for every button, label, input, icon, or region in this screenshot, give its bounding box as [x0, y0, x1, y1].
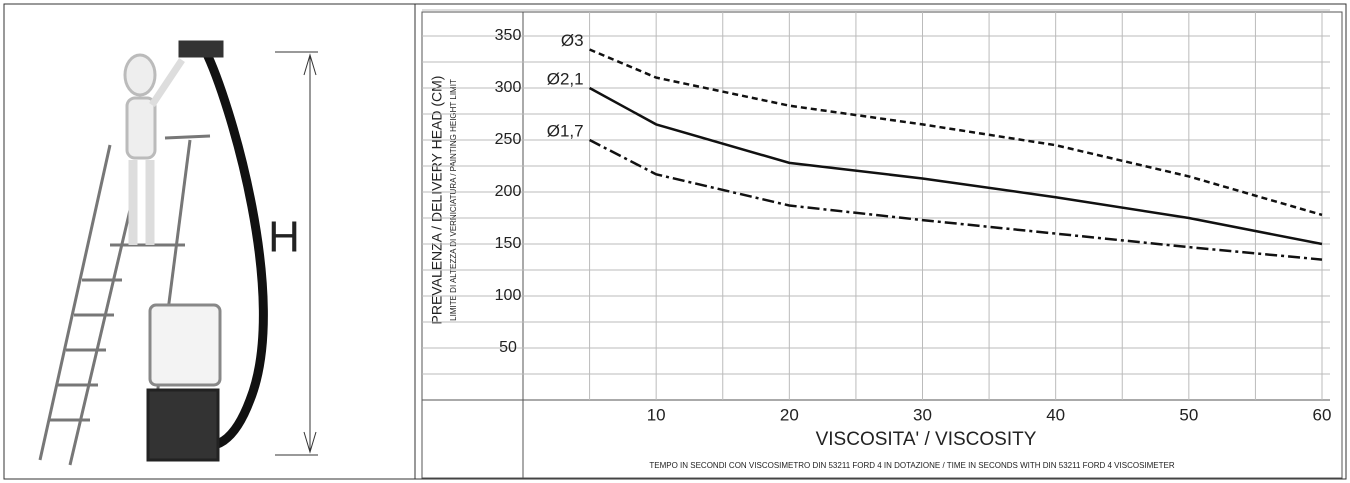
y-tick-label: 200 — [495, 183, 522, 200]
ladder-tray — [164, 134, 211, 140]
y-tick-label: 100 — [495, 287, 522, 304]
dim-arrows — [303, 53, 317, 454]
figure-arm — [149, 58, 185, 107]
frame — [3, 3, 1347, 480]
x-tick-label: 60 — [1313, 405, 1332, 424]
illustration — [38, 40, 318, 466]
figure-body — [125, 96, 157, 160]
x-tick-label: 50 — [1179, 405, 1198, 424]
pump — [146, 388, 220, 462]
chart-frame — [421, 11, 1343, 479]
x-tick-label: 10 — [647, 405, 666, 424]
series-label: Ø3 — [561, 31, 584, 50]
x-tick-label: 30 — [913, 405, 932, 424]
x-axis-label: VISCOSITA' / VISCOSITY — [816, 429, 1037, 450]
series-label: Ø1,7 — [547, 121, 584, 140]
ladder-rail — [38, 144, 112, 461]
series-line — [588, 86, 1323, 246]
series-line — [589, 48, 1323, 217]
series-label: Ø2,1 — [547, 69, 584, 88]
y-axis-sublabel: LIMITE DI ALTEZZA DI VERNICIATURA / PAIN… — [449, 79, 458, 321]
x-tick-label: 20 — [780, 405, 799, 424]
y-tick-label: 350 — [495, 27, 522, 44]
y-tick-label: 150 — [495, 235, 522, 252]
x-axis-sublabel: TEMPO IN SECONDI CON VISCOSIMETRO DIN 53… — [649, 461, 1174, 470]
y-axis-label: PREVALENZA / DELIVERY HEAD (CM) — [429, 76, 445, 325]
dimension-label: H — [268, 213, 300, 262]
tank — [148, 303, 222, 387]
ladder-rail — [68, 209, 132, 466]
figure-head — [123, 53, 157, 97]
series-line — [589, 138, 1323, 261]
x-tick-label: 40 — [1046, 405, 1065, 424]
y-tick-label: 50 — [499, 339, 517, 356]
y-tick-label: 300 — [495, 79, 522, 96]
spray-gun — [178, 40, 224, 58]
y-tick-label: 250 — [495, 131, 522, 148]
hose — [187, 47, 268, 451]
